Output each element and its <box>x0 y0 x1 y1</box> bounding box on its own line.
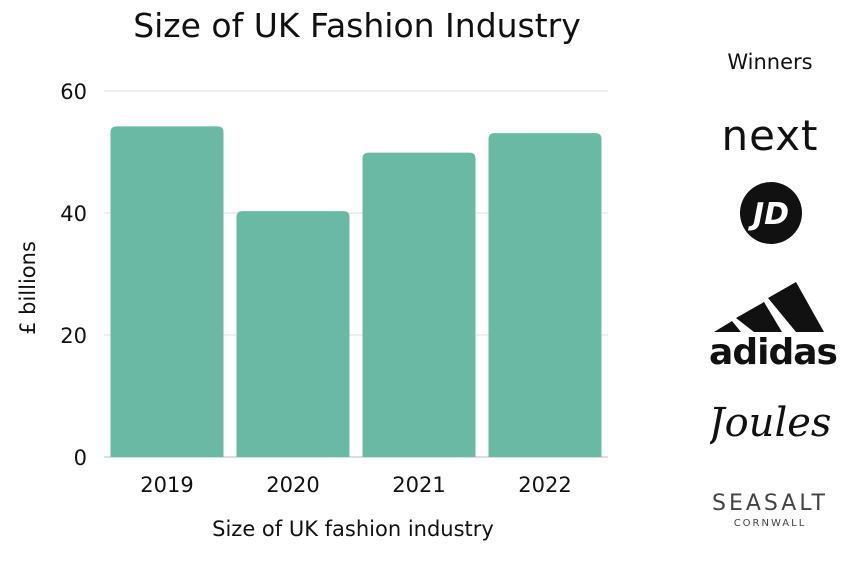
bar-2020 <box>236 211 350 457</box>
bars <box>110 126 602 458</box>
next-logo: next <box>710 110 830 160</box>
bar-2022 <box>488 133 602 457</box>
x-axis-label: Size of UK fashion industry <box>212 517 494 541</box>
x-tick-label: 2022 <box>518 473 571 497</box>
adidas-logo-text: adidas <box>709 332 837 368</box>
winners-title: Winners <box>727 50 813 74</box>
seasalt-logo-text: SEASALT <box>712 491 828 516</box>
y-tick-label: 0 <box>74 446 87 470</box>
adidas-stripe-2 <box>736 302 782 332</box>
bar-2019 <box>110 126 224 457</box>
adidas-logo: adidas <box>698 268 848 373</box>
y-tick-label: 20 <box>60 324 87 348</box>
jd-logo: JD <box>738 180 804 246</box>
seasalt-logo: SEASALT CORNWALL <box>700 486 840 534</box>
bar-2021 <box>362 152 476 458</box>
jd-logo-text: JD <box>748 197 789 232</box>
x-tick-label: 2019 <box>140 473 193 497</box>
seasalt-logo-subtext: CORNWALL <box>734 518 807 529</box>
joules-logo: Joules <box>702 386 832 458</box>
adidas-stripe-3 <box>768 282 824 332</box>
next-logo-text: next <box>721 111 818 160</box>
y-tick-label: 40 <box>60 202 87 226</box>
y-tick-label: 60 <box>60 80 87 104</box>
chart-title: Size of UK Fashion Industry <box>133 6 581 45</box>
x-axis-ticks: 2019 2020 2021 2022 <box>140 473 571 497</box>
x-tick-label: 2021 <box>392 473 445 497</box>
y-axis-label: £ billions <box>16 241 40 335</box>
y-axis-ticks: 0 20 40 60 <box>60 80 87 470</box>
joules-logo-text: Joules <box>710 400 830 446</box>
x-tick-label: 2020 <box>266 473 319 497</box>
adidas-stripe-1 <box>714 321 741 332</box>
jd-logo-circle <box>740 182 802 244</box>
